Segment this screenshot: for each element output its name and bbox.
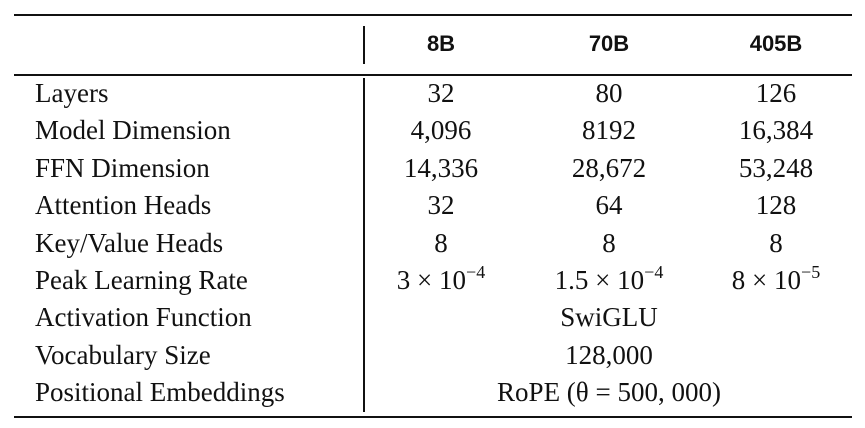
cell: 1.5 × 10−4 [554,262,664,295]
row-label: Attention Heads [35,190,212,221]
row-label: Model Dimension [35,115,231,146]
row-label: Positional Embeddings [35,377,285,408]
row-label: Vocabulary Size [35,339,211,370]
spanning-cell: SwiGLU [560,302,658,333]
column-divider [363,26,365,64]
column-header: 405B [749,31,803,56]
spanning-cell: RoPE (θ = 500, 000) [497,377,721,408]
cell: 53,248 [738,152,814,183]
cell: 32 [427,190,455,221]
spanning-cell: 128,000 [565,339,653,370]
cell: 4,096 [410,115,472,146]
cell: 8 × 10−5 [731,262,821,295]
bottom-rule [14,416,852,418]
cell-exponent: −5 [801,262,821,282]
cell: 8 [769,227,783,258]
cell: 14,336 [403,152,479,183]
cell: 80 [595,78,623,108]
cell: 16,384 [738,115,814,146]
cell-exponent: −4 [466,262,486,282]
cell-base: 3 × 10 [396,265,467,295]
cell: 8192 [582,115,636,146]
row-label: FFN Dimension [35,152,210,183]
cell-base: 1.5 × 10 [554,265,645,295]
cell: 8 [434,227,448,258]
row-label: Activation Function [35,302,252,333]
cell-base: 8 × 10 [731,265,802,295]
cell: 32 [427,78,455,108]
cell: 64 [595,190,623,221]
cell: 3 × 10−4 [396,262,486,295]
cell: 128 [755,190,797,221]
cell: 8 [602,227,616,258]
cell: 28,672 [571,152,647,183]
mid-rule [14,74,852,76]
row-label: Layers [35,78,109,108]
column-header: 70B [588,31,630,56]
column-header: 8B [426,31,456,56]
column-divider [363,78,365,412]
row-label: Peak Learning Rate [35,265,248,295]
top-rule [14,14,852,16]
row-label: Key/Value Heads [35,227,224,258]
cell-exponent: −4 [644,262,664,282]
cell: 126 [755,78,797,108]
